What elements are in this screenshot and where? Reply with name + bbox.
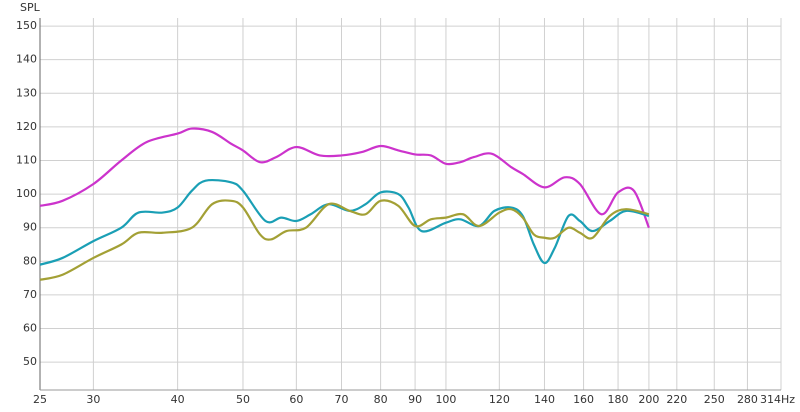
- y-tick-label: 50: [23, 355, 37, 368]
- x-tick-label: 90: [408, 393, 422, 406]
- x-tick-label: 140: [534, 393, 555, 406]
- y-tick-label: 120: [16, 120, 37, 133]
- x-tick-label: 40: [171, 393, 185, 406]
- series-line: [39, 178, 650, 266]
- x-tick-label: 120: [489, 393, 510, 406]
- y-tick-label: 90: [23, 221, 37, 234]
- x-tick-label: 100: [435, 393, 456, 406]
- y-tick-label: 150: [16, 19, 37, 32]
- x-tick-label: 80: [374, 393, 388, 406]
- x-tick-label: 50: [236, 393, 250, 406]
- x-tick-label: 250: [704, 393, 725, 406]
- y-tick-label: 80: [23, 254, 37, 267]
- y-tick-label: 100: [16, 187, 37, 200]
- x-tick-label: 220: [666, 393, 687, 406]
- y-tick-label: 70: [23, 288, 37, 301]
- x-tick-label: 180: [608, 393, 629, 406]
- series-line: [39, 199, 650, 281]
- x-tick-label: 70: [334, 393, 348, 406]
- x-tick-label: 314: [760, 393, 781, 406]
- x-tick-label: 30: [86, 393, 100, 406]
- y-tick-label: 140: [16, 53, 37, 66]
- x-tick-label: 160: [573, 393, 594, 406]
- y-axis-label: SPL: [20, 1, 41, 14]
- x-tick-label: 25: [33, 393, 47, 406]
- x-tick-label: 60: [289, 393, 303, 406]
- x-tick-label: 200: [638, 393, 659, 406]
- x-tick-label: 280: [737, 393, 758, 406]
- series-line: [39, 127, 650, 229]
- y-tick-label: 110: [16, 153, 37, 166]
- y-tick-label: 60: [23, 322, 37, 335]
- y-tick-label: 130: [16, 86, 37, 99]
- x-axis-label: Hz: [781, 393, 795, 406]
